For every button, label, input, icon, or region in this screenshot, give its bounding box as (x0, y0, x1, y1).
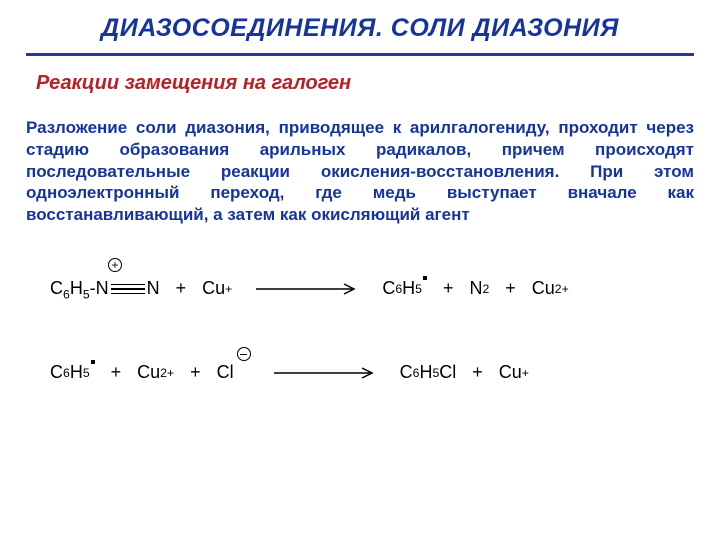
equations-block: C6H5-N N + Cu+ C6H5 + N2 + Cu2+ C6H5 (50, 260, 694, 402)
chlorobenzene: C6H5Cl (400, 362, 457, 383)
plus-sign: + (443, 278, 454, 299)
plus-circle-icon (108, 258, 122, 272)
slide-title: ДИАЗОСОЕДИНЕНИЯ. СОЛИ ДИАЗОНИЯ (26, 14, 694, 43)
plus-sign: + (472, 362, 483, 383)
radical-dot-icon (91, 360, 95, 364)
chloride-anion: Cl (217, 362, 234, 383)
cupric-ion: Cu2+ (137, 362, 174, 383)
radical-dot-icon (423, 276, 427, 280)
phenyl-radical: C6H5 (50, 362, 95, 383)
nitrogen-gas: N2 (469, 278, 489, 299)
diazonium-cation: C6H5-N N (50, 278, 160, 299)
minus-circle-icon (237, 347, 251, 361)
reaction-1: C6H5-N N + Cu+ C6H5 + N2 + Cu2+ (50, 260, 694, 318)
plus-sign: + (111, 362, 122, 383)
cuprous-ion: Cu+ (499, 362, 529, 383)
cuprous-ion: Cu+ (202, 278, 232, 299)
plus-sign: + (176, 278, 187, 299)
arrow-icon (274, 366, 376, 380)
triple-bond (111, 284, 145, 295)
plus-sign: + (505, 278, 516, 299)
plus-sign: + (190, 362, 201, 383)
body-paragraph: Разложение соли диазония, приводящее к а… (26, 117, 694, 226)
title-rule (26, 53, 694, 56)
cupric-ion: Cu2+ (532, 278, 569, 299)
phenyl-radical: C6H5 (382, 278, 427, 299)
slide-subtitle: Реакции замещения на галоген (36, 72, 694, 95)
arrow-icon (256, 282, 358, 296)
reaction-2: C6H5 + Cu2+ + Cl C6H5Cl + Cu+ (50, 344, 694, 402)
slide: ДИАЗОСОЕДИНЕНИЯ. СОЛИ ДИАЗОНИЯ Реакции з… (0, 0, 720, 540)
